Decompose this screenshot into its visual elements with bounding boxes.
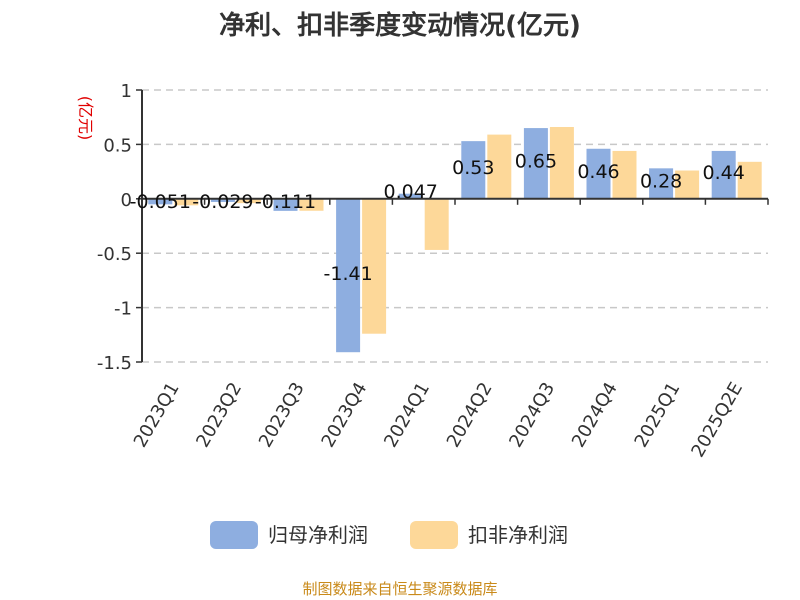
y-axis-unit-label: (亿元) — [76, 96, 95, 141]
data-label-2025Q2E: 0.44 — [703, 162, 745, 184]
data-label-2024Q4: 0.46 — [577, 161, 619, 183]
bars — [148, 126, 762, 353]
bar-series2-2024Q1 — [424, 198, 449, 250]
data-label-2023Q2: -0.029 — [192, 191, 253, 213]
x-tick-label-2023Q3: 2023Q3 — [255, 379, 309, 451]
bar-series2-2023Q4 — [362, 198, 387, 334]
x-tick-label-2024Q4: 2024Q4 — [568, 379, 622, 451]
bar-series2-2025Q1 — [675, 170, 700, 199]
bar-series2-2023Q1 — [174, 198, 199, 206]
x-tick-label-2023Q2: 2023Q2 — [192, 379, 246, 451]
bar-series1-2024Q2 — [461, 141, 486, 199]
y-tick-label-3: -0.5 — [97, 244, 132, 265]
x-tick-label-2025Q2E: 2025Q2E — [687, 379, 747, 461]
x-tick-label-2024Q1: 2024Q1 — [380, 379, 434, 451]
bar-series2-2023Q3 — [299, 198, 324, 211]
bar-series1-2025Q2E — [711, 150, 736, 199]
x-tick-label-2023Q4: 2023Q4 — [318, 379, 372, 451]
bar-series1-2024Q3 — [523, 128, 548, 199]
y-tick-label-5: -1.5 — [97, 353, 132, 374]
legend-label-series-2: 扣非净利润 — [468, 523, 568, 547]
legend-label-series-1: 归母净利润 — [268, 523, 368, 547]
bar-series2-2025Q2E — [737, 161, 762, 199]
grid-lines — [142, 89, 768, 363]
chart-title: 净利、扣非季度变动情况(亿元) — [219, 10, 581, 41]
data-label-2024Q1: 0.047 — [383, 181, 437, 203]
x-tick-label-2024Q2: 2024Q2 — [443, 379, 497, 451]
bar-series1-2023Q3 — [273, 198, 298, 211]
data-label-2023Q1: -0.051 — [130, 191, 191, 213]
y-tick-label-2: 0 — [121, 190, 132, 211]
y-tick-label-4: -1 — [114, 299, 132, 320]
x-tick-label-2023Q1: 2023Q1 — [130, 379, 184, 451]
data-label-2024Q2: 0.53 — [452, 157, 494, 179]
x-tick-label-2025Q1: 2025Q1 — [631, 379, 685, 451]
data-labels: -0.051 -0.029 -0.111 -1.41 0.047 0.53 0.65 0.46… — [130, 150, 745, 284]
bar-series1-2025Q1 — [649, 168, 674, 199]
bar-series2-2024Q2 — [487, 134, 512, 199]
data-label-2025Q1: 0.28 — [640, 171, 682, 193]
data-label-2024Q3: 0.65 — [515, 150, 557, 172]
bar-series1-2024Q4 — [586, 148, 611, 199]
x-tick-label-2024Q3: 2024Q3 — [505, 379, 559, 451]
legend-swatch-series-1 — [210, 521, 258, 549]
y-tick-label-1: 0.5 — [103, 135, 132, 156]
bar-series1-2023Q4 — [336, 198, 361, 353]
bar-series2-2024Q4 — [612, 150, 637, 199]
y-tick-label-0: 1 — [121, 81, 132, 102]
legend-swatch-series-2 — [410, 521, 458, 549]
bar-series1-2023Q1 — [148, 198, 173, 205]
bar-series1-2024Q1 — [398, 193, 423, 199]
bar-series2-2024Q3 — [549, 126, 574, 199]
source-note: 制图数据来自恒生聚源数据库 — [302, 580, 497, 598]
bar-series2-2023Q2 — [236, 198, 261, 204]
bar-series1-2023Q2 — [210, 198, 235, 202]
data-label-2023Q4: -1.41 — [324, 263, 373, 285]
legend: 归母净利润 扣非净利润 — [210, 521, 568, 549]
data-label-2023Q3: -0.111 — [255, 191, 316, 213]
